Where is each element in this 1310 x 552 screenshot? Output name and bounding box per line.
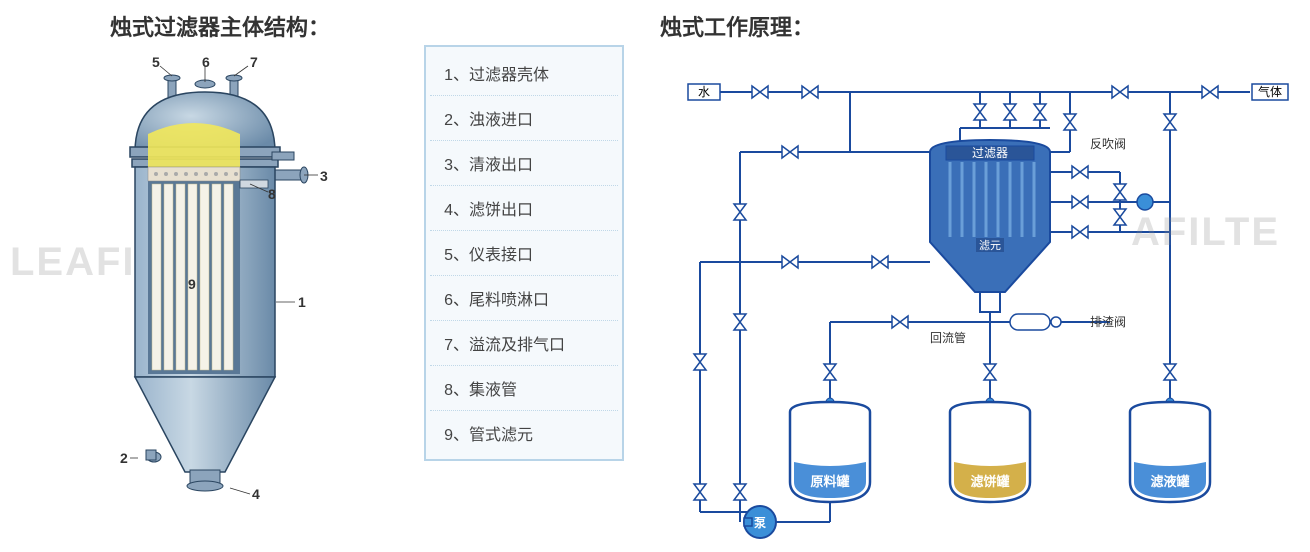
legend-item: 4、滤饼出口 (430, 186, 618, 231)
legend-item: 3、清液出口 (430, 141, 618, 186)
callout-6: 6 (202, 54, 210, 70)
callout-8: 8 (268, 186, 276, 202)
label-filter-element: 滤元 (979, 239, 1001, 252)
legend-item: 6、尾料喷淋口 (430, 276, 618, 321)
callout-4: 4 (252, 486, 260, 502)
label-water: 水 (698, 85, 710, 99)
tank-filtrate: 滤液罐 (1130, 402, 1210, 502)
label-pump: 泵 (754, 516, 766, 530)
tank-cake: 滤饼罐 (950, 402, 1030, 502)
pump: 泵 (744, 506, 776, 538)
callout-7: 7 (250, 54, 258, 70)
legend-item: 1、过滤器壳体 (430, 51, 618, 96)
structure-title: 烛式过滤器主体结构： (20, 10, 394, 42)
legend-item: 2、浊液进口 (430, 96, 618, 141)
tank-raw: 原料罐 (790, 402, 870, 502)
legend-item: 8、集液管 (430, 366, 618, 411)
legend-item: 7、溢流及排气口 (430, 321, 618, 366)
label-gas: 气体 (1258, 84, 1282, 99)
vessel-illustration: 5 6 7 3 8 9 1 2 4 (90, 62, 370, 512)
label-filter-unit: 过滤器 (972, 146, 1008, 160)
flow-diagram: 水 气体 (650, 62, 1290, 542)
callout-1: 1 (298, 294, 306, 310)
legend-box: 1、过滤器壳体 2、浊液进口 3、清液出口 4、滤饼出口 5、仪表接口 6、尾料… (424, 45, 624, 461)
label-tank-raw: 原料罐 (810, 474, 849, 489)
structure-section: 烛式过滤器主体结构： LEAFIL (20, 10, 394, 542)
label-return: 回流管 (930, 330, 966, 345)
callout-2: 2 (120, 450, 128, 466)
callout-3: 3 (320, 168, 328, 184)
legend-item: 5、仪表接口 (430, 231, 618, 276)
label-backflush: 反吹阀 (1090, 137, 1126, 151)
legend-section: 1、过滤器壳体 2、浊液进口 3、清液出口 4、滤饼出口 5、仪表接口 6、尾料… (394, 10, 650, 542)
label-tank-cake: 滤饼罐 (970, 474, 1009, 489)
legend-item: 9、管式滤元 (430, 411, 618, 455)
callout-9: 9 (188, 276, 196, 292)
principle-section: 烛式工作原理： AFILTE 水 气体 (650, 10, 1290, 542)
filter-unit: 过滤器 滤元 (930, 140, 1050, 312)
label-discharge: 排渣阀 (1090, 315, 1126, 329)
label-tank-filtrate: 滤液罐 (1150, 474, 1189, 489)
principle-title: 烛式工作原理： (650, 10, 1290, 42)
callout-5: 5 (152, 54, 160, 70)
